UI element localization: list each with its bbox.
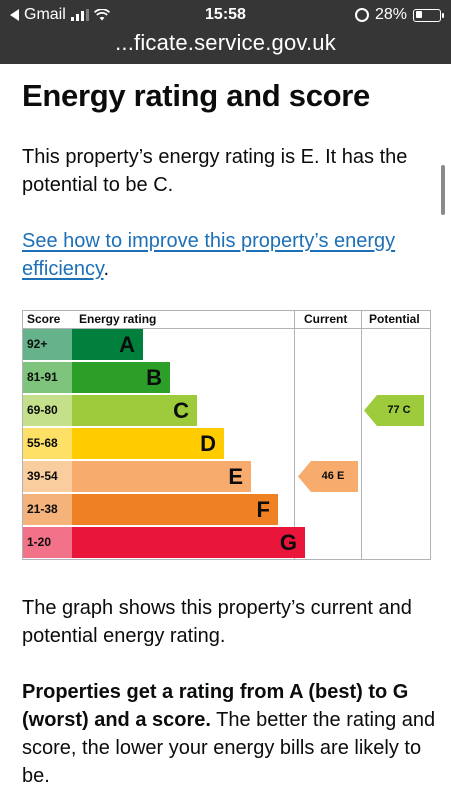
band-bar: E	[72, 461, 251, 492]
ratings-explanation-bold: Properties get a rating from A (best) to…	[22, 681, 409, 731]
signal-icon	[70, 9, 89, 21]
alarm-icon	[354, 8, 369, 22]
band-bar: B	[72, 362, 170, 393]
header-current: Current	[304, 312, 348, 326]
band-letter: B	[146, 365, 162, 390]
improve-link-paragraph: See how to improve this property’s energ…	[22, 227, 442, 283]
band-letter: G	[279, 530, 297, 555]
battery-icon	[413, 8, 444, 22]
band-score: 92+	[23, 329, 72, 360]
page-title: Energy rating and score	[22, 78, 370, 113]
band-bar: F	[72, 494, 278, 525]
band-letter: D	[200, 431, 216, 456]
battery-percent: 28%	[374, 6, 407, 23]
link-suffix: .	[103, 258, 110, 280]
potential-rating-arrow-label: 77 C	[387, 404, 411, 416]
band-score: 1-20	[23, 527, 72, 558]
ratings-explanation: Properties get a rating from A (best) to…	[22, 678, 442, 790]
improve-efficiency-link[interactable]: See how to improve this property’s energ…	[22, 230, 396, 280]
status-right: 28%	[354, 6, 444, 24]
current-rating-arrow-label: 46 E	[321, 470, 345, 482]
band-bar: C	[72, 395, 197, 426]
header-energy-rating: Energy rating	[79, 312, 157, 326]
wifi-icon	[93, 9, 110, 21]
back-to-app-icon[interactable]	[10, 9, 19, 21]
band-score: 21-38	[23, 494, 72, 525]
header-potential: Potential	[369, 312, 420, 326]
band-letter: A	[119, 332, 135, 357]
current-rating-arrow: 46 E	[298, 461, 358, 492]
energy-rating-chart: Score Energy rating Current Potential 92…	[22, 310, 431, 560]
ratings-explanation-rest: The better the rating and score, the low…	[22, 709, 436, 787]
header-divider	[23, 328, 430, 329]
band-letter: F	[256, 497, 270, 522]
url-bar[interactable]: ...ficate.service.gov.uk	[115, 30, 336, 55]
scrollbar[interactable]	[441, 165, 445, 215]
status-left: Gmail	[10, 6, 110, 24]
clock: 15:58	[205, 6, 246, 23]
band-score: 69-80	[23, 395, 72, 426]
potential-column-divider	[361, 311, 362, 559]
status-bar: Gmail 15:58 28%	[0, 0, 451, 30]
band-score: 81-91	[23, 362, 72, 393]
back-app-label[interactable]: Gmail	[24, 6, 66, 23]
intro-text: This property’s energy rating is E. It h…	[22, 146, 408, 196]
potential-rating-arrow: 77 C	[364, 395, 424, 426]
band-bar: G	[72, 527, 305, 558]
band-score: 55-68	[23, 428, 72, 459]
band-bar: D	[72, 428, 224, 459]
band-letter: E	[228, 464, 243, 489]
current-column-divider	[294, 311, 295, 559]
browser-chrome: Gmail 15:58 28% ...ficate.service.gov.uk	[0, 0, 451, 64]
band-bar: A	[72, 329, 143, 360]
header-score: Score	[27, 312, 61, 326]
graph-caption: The graph shows this property’s current …	[22, 597, 412, 647]
band-letter: C	[173, 398, 189, 423]
band-score: 39-54	[23, 461, 72, 492]
